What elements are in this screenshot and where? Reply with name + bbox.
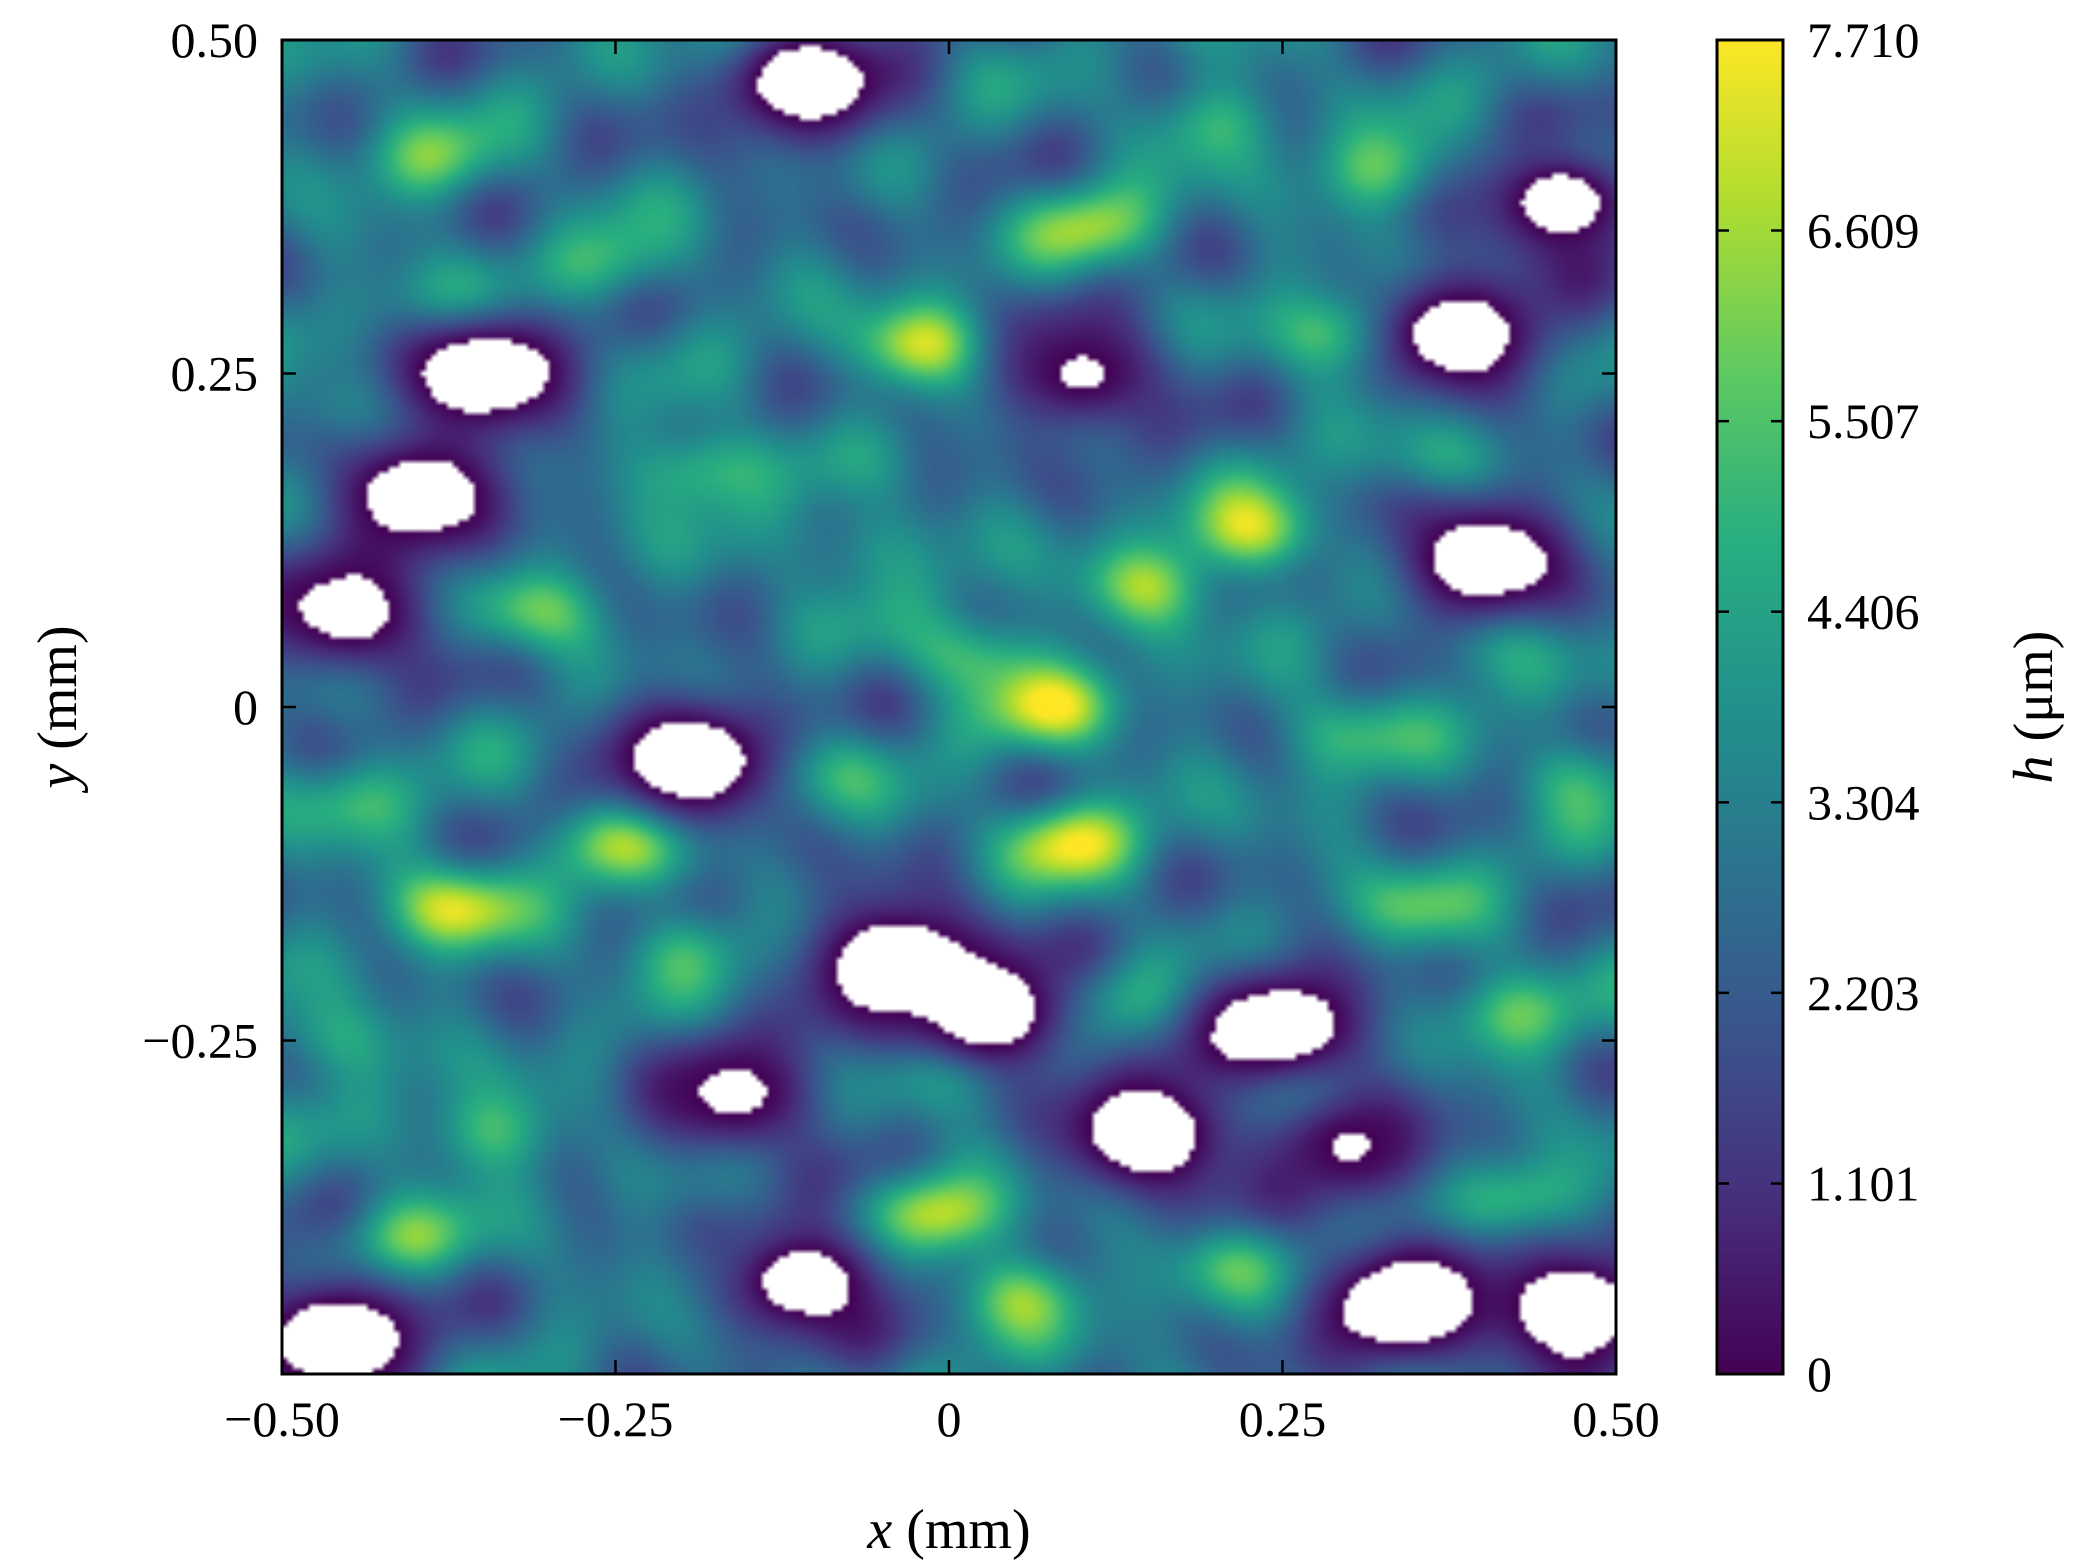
colorbar-tick-label: 0 xyxy=(1807,1346,1832,1402)
colorbar xyxy=(1715,38,1785,1376)
y-axis-ticks: −0.25 0 0.25 0.50 xyxy=(142,12,1616,1069)
colorbar-tick-label: 7.710 xyxy=(1807,12,1920,68)
colorbar-tick-label: 4.406 xyxy=(1807,584,1920,640)
y-axis-label: y(mm) xyxy=(27,625,89,793)
colorbar-tick-label: 1.101 xyxy=(1807,1156,1920,1212)
colorbar-tick-label: 5.507 xyxy=(1807,393,1920,449)
colorbar-ticks: 0 1.101 2.203 3.304 4.406 5.507 6.609 7.710 xyxy=(1717,12,1920,1402)
y-tick-label: 0 xyxy=(233,679,258,735)
x-tick-label: 0.50 xyxy=(1572,1391,1660,1447)
colorbar-label: h(μm) xyxy=(2003,631,2065,784)
y-tick-label: 0.50 xyxy=(171,12,259,68)
x-tick-label: −0.25 xyxy=(558,1391,674,1447)
colorbar-tick-label: 3.304 xyxy=(1807,774,1920,830)
y-tick-label: 0.25 xyxy=(171,346,259,402)
x-tick-label: 0 xyxy=(937,1391,962,1447)
x-axis-label: x (mm) xyxy=(866,1499,1030,1561)
x-tick-label: 0.25 xyxy=(1239,1391,1327,1447)
y-tick-label: −0.25 xyxy=(142,1013,258,1069)
colorbar-tick-label: 2.203 xyxy=(1807,965,1920,1021)
height-heatmap xyxy=(282,40,1616,1374)
colorbar-tick-label: 6.609 xyxy=(1807,202,1920,258)
x-axis-ticks: −0.50 −0.25 0 0.25 0.50 xyxy=(224,40,1660,1447)
x-tick-label: −0.50 xyxy=(224,1391,340,1447)
